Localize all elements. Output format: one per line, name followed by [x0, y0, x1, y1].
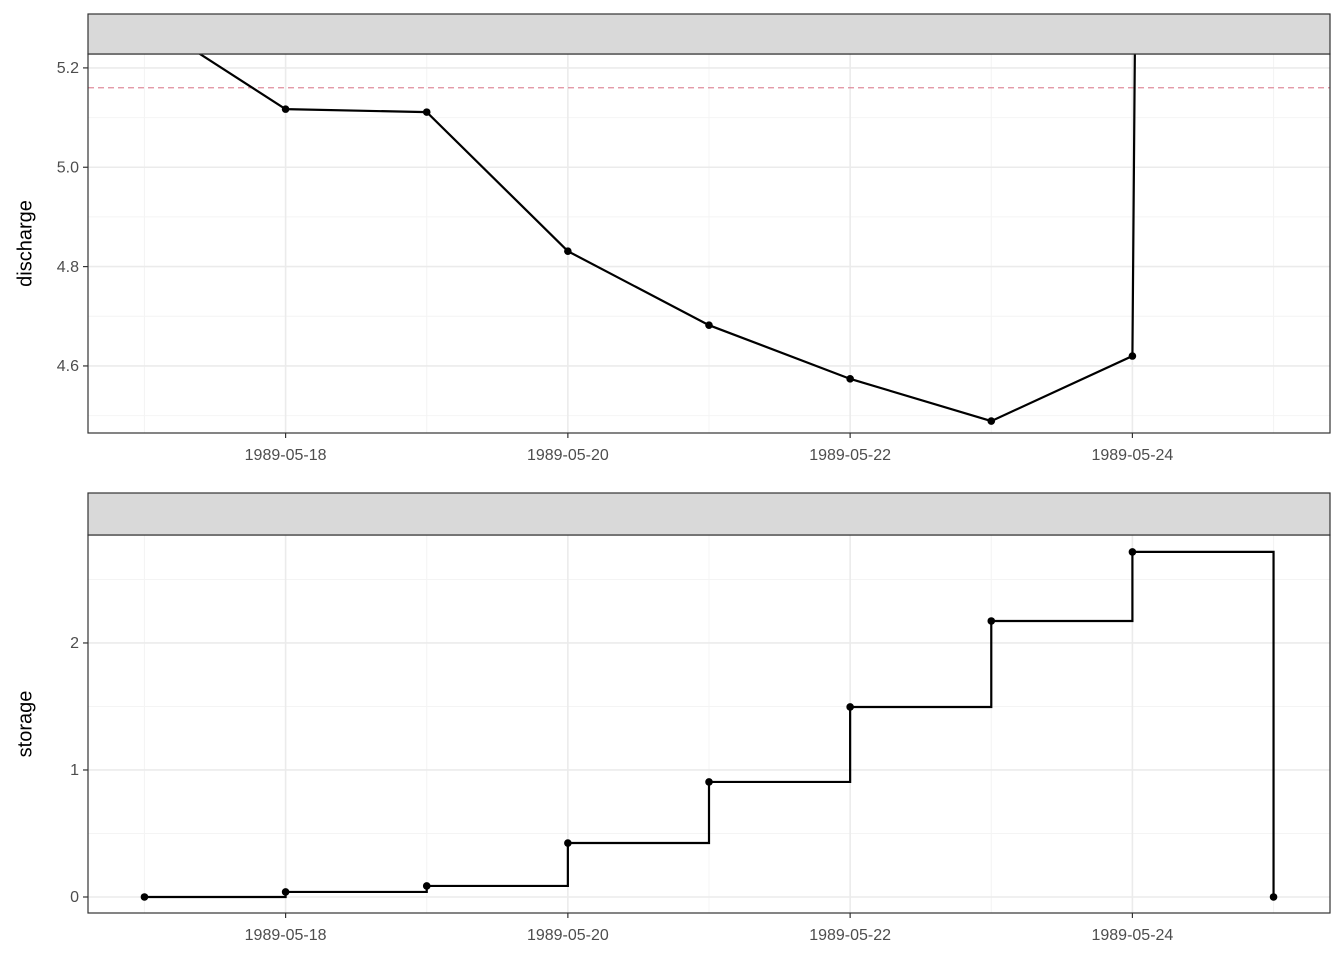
data-point [564, 247, 572, 255]
data-point [422, 882, 431, 890]
data-point [1128, 548, 1137, 556]
x-tick-label: 1989-05-24 [1091, 447, 1173, 464]
y-axis-title: storage [14, 691, 36, 758]
x-tick-label: 1989-05-20 [527, 447, 609, 464]
plot-area [88, 54, 1330, 433]
x-tick-label: 1989-05-22 [809, 927, 891, 944]
x-tick-label: 1989-05-20 [527, 927, 609, 944]
data-point [281, 105, 290, 113]
y-tick-label: 4.8 [57, 259, 79, 276]
strip [87, 492, 1331, 536]
data-point [1128, 352, 1137, 360]
data-point [987, 417, 996, 425]
x-tick-label: 1989-05-24 [1091, 927, 1173, 944]
data-point [846, 375, 854, 383]
data-point [422, 108, 431, 116]
data-point [987, 617, 996, 625]
x-tick-label: 1989-05-18 [245, 447, 327, 464]
strip [87, 13, 1331, 55]
y-tick-label: 1 [70, 762, 79, 779]
data-point [1269, 893, 1278, 901]
data-point [705, 778, 713, 786]
data-point [705, 321, 713, 330]
plot-area [88, 535, 1330, 913]
data-point [281, 888, 290, 896]
y-axis-title: discharge [14, 200, 36, 287]
y-tick-label: 5.0 [57, 159, 79, 176]
data-point [846, 703, 854, 711]
y-tick-label: 0 [70, 889, 79, 906]
y-tick-label: 2 [70, 635, 79, 652]
x-tick-label: 1989-05-18 [245, 927, 327, 944]
data-point [140, 893, 149, 901]
x-tick-label: 1989-05-22 [809, 447, 891, 464]
y-tick-label: 5.2 [57, 60, 79, 77]
data-point [564, 839, 572, 847]
y-tick-label: 4.6 [57, 358, 79, 375]
